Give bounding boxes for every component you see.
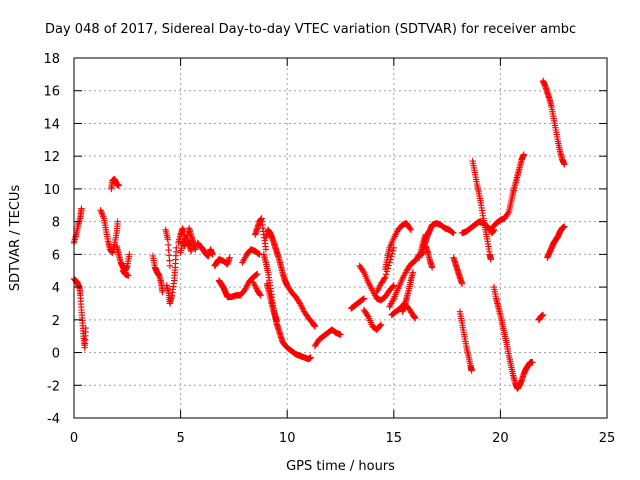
data-point [226, 254, 233, 261]
data-points [70, 77, 568, 392]
data-point [409, 269, 417, 276]
data-point [188, 247, 195, 255]
data-point [209, 251, 216, 258]
y-tick-label: -2 [47, 379, 60, 394]
y-tick-label: 6 [52, 248, 60, 263]
y-axis-label: SDTVAR / TECUs [8, 185, 23, 292]
y-tick-label: 18 [43, 52, 60, 67]
data-point [183, 235, 190, 243]
data-point [381, 275, 388, 282]
data-point [520, 151, 528, 158]
data-point [449, 229, 456, 236]
x-tick-label: 15 [386, 431, 403, 446]
data-point [422, 231, 429, 238]
data-point [561, 223, 568, 230]
x-tick-label: 20 [492, 431, 509, 446]
y-tick-labels: -4 -2 0 2 4 6 8 10 12 14 16 18 [43, 52, 60, 427]
plot-frame [73, 57, 608, 419]
data-point [273, 318, 280, 325]
data-point [376, 322, 384, 329]
data-point [182, 239, 189, 246]
y-tick-label: 2 [52, 314, 60, 329]
data-point [529, 359, 536, 366]
data-point [78, 205, 85, 212]
data-point [407, 226, 415, 234]
chart-title: Day 048 of 2017, Sidereal Day-to-day VTE… [45, 22, 576, 37]
axis-ticks [73, 57, 608, 419]
data-point [428, 264, 436, 271]
data-point [411, 314, 419, 322]
data-point [450, 229, 457, 237]
data-point [255, 250, 262, 257]
data-point [561, 161, 568, 168]
data-point [390, 282, 397, 289]
data-point [539, 311, 547, 319]
data-point [458, 280, 466, 288]
y-tick-label: 16 [43, 85, 60, 100]
data-point [388, 253, 395, 260]
x-tick-label: 10 [279, 431, 296, 446]
x-tick-label: 5 [176, 431, 184, 446]
data-point [359, 296, 367, 303]
y-tick-label: -4 [47, 412, 60, 427]
data-point [126, 251, 133, 258]
data-point [181, 242, 189, 250]
data-point [192, 246, 199, 253]
data-point [377, 321, 385, 328]
y-tick-label: 0 [52, 347, 60, 362]
data-point [257, 292, 264, 299]
data-point [487, 256, 495, 263]
y-tick-label: 4 [52, 281, 60, 296]
data-point [382, 271, 390, 278]
data-point [504, 209, 512, 217]
data-point [360, 295, 368, 302]
data-point [406, 225, 414, 232]
grid-lines [74, 58, 607, 418]
data-point [254, 270, 261, 278]
data-point [307, 354, 314, 361]
y-tick-label: 10 [43, 183, 60, 198]
data-point [262, 246, 270, 253]
data-point [389, 247, 397, 254]
data-point [468, 367, 475, 374]
data-point [389, 283, 397, 290]
data-point [311, 323, 319, 330]
data-point [159, 288, 166, 296]
data-point [253, 271, 260, 278]
data-point [115, 182, 122, 189]
data-point [166, 262, 174, 270]
data-point [382, 274, 389, 281]
data-point [364, 312, 371, 319]
data-point [256, 291, 264, 298]
y-tick-label: 12 [43, 150, 60, 165]
data-point [125, 272, 132, 279]
y-tick-label: 8 [52, 216, 60, 231]
data-point [337, 331, 344, 338]
x-tick-label: 0 [70, 431, 78, 446]
data-point [82, 324, 89, 332]
x-tick-labels: 0 5 10 15 20 25 [70, 431, 615, 446]
x-tick-label: 25 [599, 431, 616, 446]
data-point [114, 218, 121, 225]
data-point [359, 267, 367, 275]
y-tick-label: 14 [43, 117, 60, 132]
x-axis-label: GPS time / hours [286, 459, 395, 474]
